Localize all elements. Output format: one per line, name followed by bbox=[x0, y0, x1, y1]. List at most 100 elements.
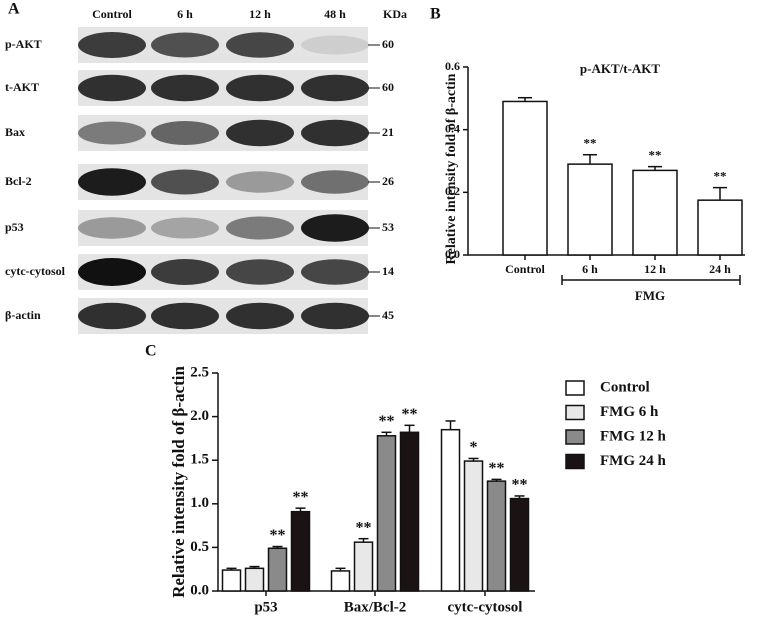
band bbox=[226, 216, 294, 240]
band bbox=[151, 169, 219, 195]
group-bracket bbox=[561, 275, 741, 285]
band bbox=[151, 302, 219, 330]
significance: ** bbox=[512, 477, 528, 494]
band bbox=[301, 170, 369, 194]
legend-swatch bbox=[565, 429, 585, 445]
bar bbox=[502, 100, 548, 256]
band bbox=[226, 32, 294, 58]
band bbox=[226, 302, 294, 330]
y-axis-label: Relative intensity fold of β-actin bbox=[444, 73, 459, 264]
x-tick-label: cytc-cytosol bbox=[448, 599, 523, 615]
x-tick-label: Bax/Bcl-2 bbox=[344, 599, 407, 615]
chart-title: p-AKT/t-AKT bbox=[580, 61, 661, 76]
panel-label: A bbox=[8, 1, 20, 18]
y-tick-label: 0.5 bbox=[190, 539, 209, 555]
legend-label: Control bbox=[600, 379, 650, 395]
band bbox=[151, 74, 219, 102]
bar bbox=[697, 199, 743, 256]
protein-label: Bax bbox=[5, 125, 25, 139]
y-tick-label: 0.4 bbox=[445, 121, 460, 135]
y-tick-label: 0.0 bbox=[445, 247, 460, 261]
bar bbox=[221, 569, 242, 592]
x-tick-label: 24 h bbox=[709, 262, 731, 276]
y-tick-label: 2.5 bbox=[190, 364, 209, 380]
significance: * bbox=[470, 439, 478, 456]
band bbox=[301, 74, 369, 102]
significance: ** bbox=[379, 413, 395, 430]
lane-label: 48 h bbox=[324, 7, 346, 21]
bar bbox=[463, 460, 484, 592]
significance: ** bbox=[293, 489, 309, 506]
bar bbox=[290, 510, 311, 592]
legend-label: FMG 24 h bbox=[600, 453, 666, 469]
kda-label: 53 bbox=[382, 220, 394, 234]
bar bbox=[399, 431, 420, 592]
y-axis-label: Relative intensity fold of β-actin bbox=[169, 366, 188, 598]
band bbox=[78, 32, 146, 58]
bar bbox=[440, 428, 461, 592]
significance: ** bbox=[649, 148, 662, 163]
band bbox=[78, 217, 146, 239]
bar bbox=[330, 570, 351, 592]
protein-label: β-actin bbox=[5, 308, 41, 322]
x-tick-label: p53 bbox=[254, 599, 277, 615]
y-tick-label: 0.2 bbox=[445, 184, 460, 198]
bar bbox=[267, 547, 288, 592]
band bbox=[226, 74, 294, 102]
band bbox=[151, 121, 219, 145]
legend-label: FMG 12 h bbox=[600, 428, 666, 444]
significance: ** bbox=[584, 136, 597, 151]
band bbox=[301, 259, 369, 285]
bar bbox=[567, 163, 613, 256]
kda-label: 21 bbox=[382, 125, 394, 139]
group-label: FMG bbox=[635, 288, 665, 303]
bar bbox=[244, 567, 265, 592]
band bbox=[226, 119, 294, 147]
kda-label: 45 bbox=[382, 308, 394, 322]
significance: ** bbox=[714, 169, 727, 184]
band bbox=[151, 217, 219, 239]
protein-label: p53 bbox=[5, 220, 24, 234]
band bbox=[151, 32, 219, 58]
protein-label: Bcl-2 bbox=[5, 174, 32, 188]
band bbox=[226, 171, 294, 193]
band bbox=[301, 214, 369, 242]
x-tick-label: 12 h bbox=[644, 262, 666, 276]
band bbox=[78, 258, 146, 286]
bar bbox=[509, 497, 530, 592]
x-tick-label: Control bbox=[505, 262, 545, 276]
lane-label: 6 h bbox=[177, 7, 193, 21]
y-tick-label: 0.0 bbox=[190, 582, 209, 598]
band bbox=[78, 302, 146, 330]
protein-label: p-AKT bbox=[5, 37, 42, 51]
band bbox=[301, 302, 369, 330]
bar bbox=[353, 541, 374, 592]
band bbox=[78, 168, 146, 196]
band bbox=[301, 35, 369, 55]
y-tick-label: 0.6 bbox=[445, 59, 460, 73]
bar bbox=[376, 435, 397, 592]
significance: ** bbox=[402, 406, 418, 423]
kda-label: 60 bbox=[382, 37, 394, 51]
y-tick-label: 2.0 bbox=[190, 408, 209, 424]
band bbox=[78, 74, 146, 102]
kda-label: 60 bbox=[382, 80, 394, 94]
significance: ** bbox=[270, 527, 286, 544]
band bbox=[151, 259, 219, 285]
y-tick-label: 1.0 bbox=[190, 495, 209, 511]
unit-header: KDa bbox=[383, 7, 407, 21]
bar bbox=[486, 480, 507, 592]
significance: ** bbox=[489, 460, 505, 477]
y-tick-label: 1.5 bbox=[190, 452, 209, 468]
kda-label: 14 bbox=[382, 264, 394, 278]
kda-label: 26 bbox=[382, 174, 394, 188]
protein-label: cytc-cytosol bbox=[5, 264, 66, 278]
significance: ** bbox=[356, 519, 372, 536]
legend-swatch bbox=[565, 404, 585, 421]
protein-label: t-AKT bbox=[5, 80, 39, 94]
bar bbox=[632, 169, 678, 256]
x-tick-label: 6 h bbox=[582, 262, 598, 276]
panel-label: C bbox=[145, 343, 157, 360]
band bbox=[78, 121, 146, 145]
